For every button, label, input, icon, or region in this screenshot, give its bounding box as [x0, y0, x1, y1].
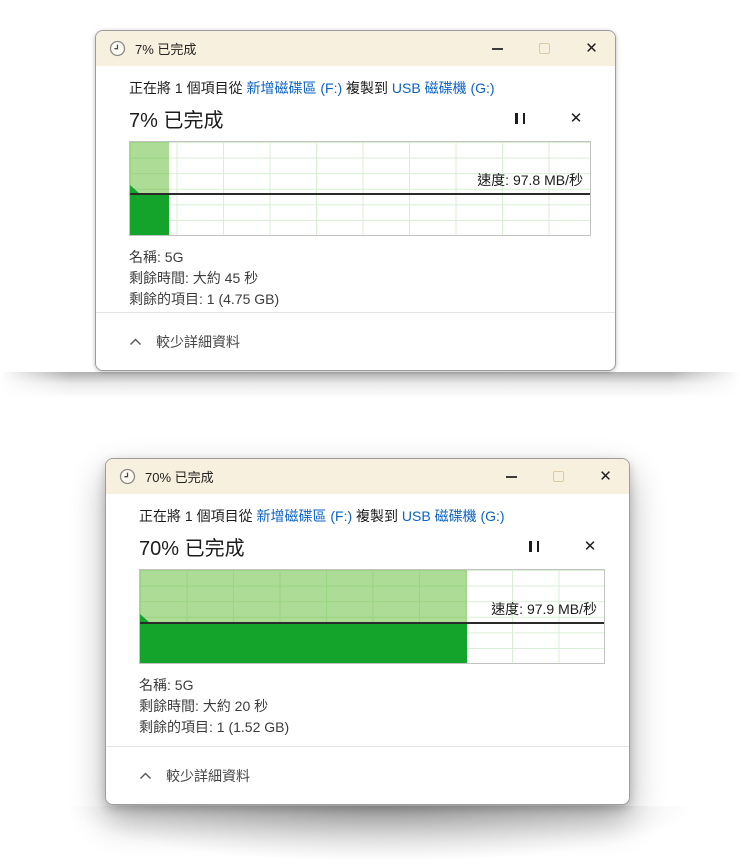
pause-button[interactable] [505, 105, 535, 131]
copy-status-middle: 複製到 [342, 80, 392, 96]
window-title: 7% 已完成 [135, 42, 197, 57]
clock-icon [119, 468, 136, 485]
copy-status-middle: 複製到 [352, 508, 402, 524]
collapse-details-button[interactable]: 較少詳細資料 [139, 766, 250, 786]
close-button[interactable]: ✕ [582, 459, 629, 494]
cancel-icon: ✕ [569, 109, 583, 127]
minimize-icon [506, 475, 517, 478]
maximize-button[interactable] [521, 31, 568, 66]
destination-drive-text: USB 磁碟機 (G:) [391, 80, 495, 96]
speed-spike [140, 614, 150, 624]
maximize-button[interactable] [535, 459, 582, 494]
close-button[interactable]: ✕ [568, 31, 615, 66]
chevron-up-icon [129, 338, 142, 346]
pause-icon [513, 112, 528, 124]
maximize-icon [539, 43, 550, 54]
cancel-button[interactable]: ✕ [561, 105, 591, 131]
close-icon: ✕ [585, 40, 598, 57]
detail-name: 名稱: 5G [139, 677, 194, 693]
window-1-shadow [0, 372, 740, 398]
dialog-footer: 較少詳細資料 [106, 746, 629, 804]
detail-time-remaining: 剩餘時間: 大約 45 秒 [129, 270, 259, 286]
minimize-button[interactable] [488, 459, 535, 494]
collapse-details-button[interactable]: 較少詳細資料 [129, 332, 240, 352]
speed-label: 速度: 97.9 MB/秒 [491, 601, 597, 618]
transfer-details: 名稱: 5G 剩餘時間: 大約 20 秒 剩餘的項目: 1 (1.52 GB) [139, 675, 605, 738]
speed-line [140, 622, 604, 625]
progress-headline: 70% 已完成 [139, 537, 245, 560]
progress-headline: 7% 已完成 [129, 109, 224, 132]
copy-status-line: 正在將 1 個項目從 新增磁碟區 (F:) 複製到 USB 磁碟機 (G:) [129, 79, 591, 98]
window-controls: ✕ [474, 31, 615, 66]
copy-status-line: 正在將 1 個項目從 新增磁碟區 (F:) 複製到 USB 磁碟機 (G:) [139, 507, 605, 526]
window-2-shadow [70, 806, 690, 861]
detail-name: 名稱: 5G [129, 249, 184, 265]
minimize-icon [492, 47, 503, 50]
cancel-button[interactable]: ✕ [575, 533, 605, 559]
minimize-button[interactable] [474, 31, 521, 66]
copy-status-prefix: 正在將 1 個項目從 [129, 80, 247, 96]
source-drive-text: 新增磁碟區 (F:) [256, 508, 353, 524]
dialog-footer: 較少詳細資料 [96, 312, 615, 370]
detail-items-remaining: 剩餘的項目: 1 (1.52 GB) [139, 719, 290, 735]
close-icon: ✕ [599, 468, 612, 485]
collapse-details-label: 較少詳細資料 [166, 767, 250, 784]
copy-dialog-window-1: 7% 已完成 ✕ 正在將 1 個項目從 新增磁碟區 (F:) 複製到 USB 磁… [95, 30, 616, 371]
destination-drive-text: USB 磁碟機 (G:) [401, 508, 505, 524]
detail-items-remaining: 剩餘的項目: 1 (4.75 GB) [129, 291, 280, 307]
dialog-body: 正在將 1 個項目從 新增磁碟區 (F:) 複製到 USB 磁碟機 (G:) 7… [106, 494, 629, 738]
copy-dialog-window-2: 70% 已完成 ✕ 正在將 1 個項目從 新增磁碟區 (F:) 複製到 USB … [105, 458, 630, 805]
copy-status-prefix: 正在將 1 個項目從 [139, 508, 257, 524]
speed-chart: 速度: 97.9 MB/秒 [139, 569, 605, 664]
pause-icon [527, 540, 542, 552]
progress-band-light [140, 570, 468, 624]
collapse-details-label: 較少詳細資料 [156, 333, 240, 350]
transfer-details: 名稱: 5G 剩餘時間: 大約 45 秒 剩餘的項目: 1 (4.75 GB) [129, 247, 591, 310]
speed-label: 速度: 97.8 MB/秒 [477, 172, 583, 189]
titlebar[interactable]: 7% 已完成 ✕ [96, 31, 615, 66]
speed-chart: 速度: 97.8 MB/秒 [129, 141, 591, 236]
source-drive-text: 新增磁碟區 (F:) [246, 80, 343, 96]
window-title: 70% 已完成 [145, 470, 214, 485]
pause-button[interactable] [519, 533, 549, 559]
clock-icon [109, 40, 126, 57]
chevron-up-icon [139, 772, 152, 780]
speed-area-dark [140, 623, 468, 663]
maximize-icon [553, 471, 564, 482]
detail-time-remaining: 剩餘時間: 大約 20 秒 [139, 698, 269, 714]
titlebar[interactable]: 70% 已完成 ✕ [106, 459, 629, 494]
window-controls: ✕ [488, 459, 629, 494]
cancel-icon: ✕ [583, 537, 597, 555]
speed-line [130, 193, 590, 196]
dialog-body: 正在將 1 個項目從 新增磁碟區 (F:) 複製到 USB 磁碟機 (G:) 7… [96, 66, 615, 310]
speed-area-dark [130, 194, 169, 235]
speed-spike [130, 185, 140, 195]
